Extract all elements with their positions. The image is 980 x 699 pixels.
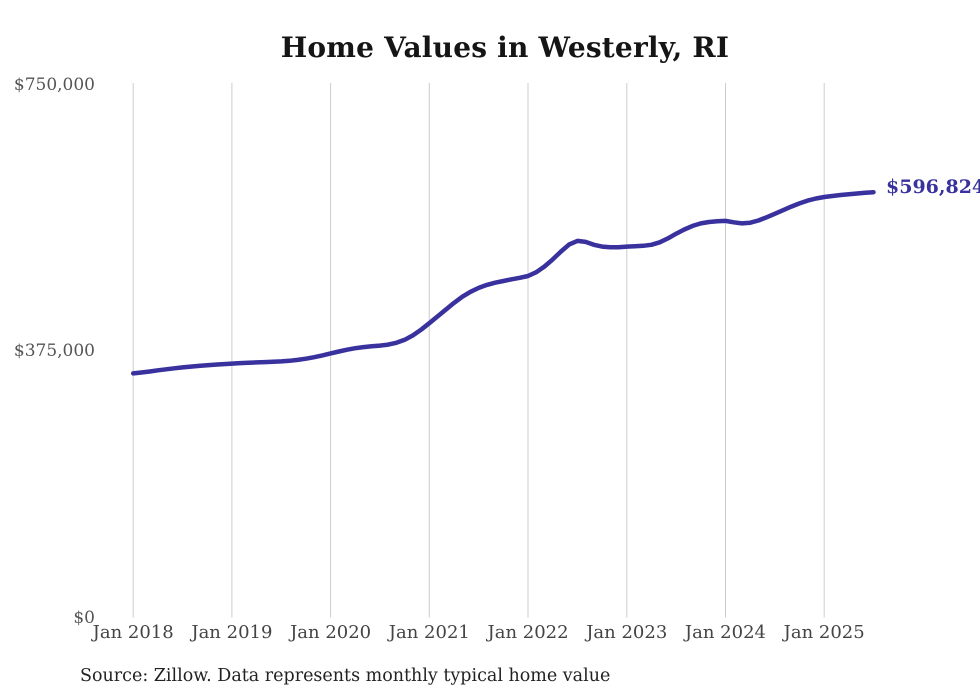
chart-title: Home Values in Westerly, RI xyxy=(280,31,730,64)
x-axis-tick: Jan 2023 xyxy=(586,622,668,643)
source-attribution: Source: Zillow. Data represents monthly … xyxy=(80,666,611,686)
y-axis-tick-0: $0 xyxy=(73,608,95,628)
y-axis-tick-750000: $750,000 xyxy=(13,75,95,95)
y-axis-tick-375000: $375,000 xyxy=(13,341,95,361)
latest-value-label: $596,824 xyxy=(886,176,980,198)
x-axis-tick: Jan 2020 xyxy=(290,622,372,643)
x-axis-tick: Jan 2024 xyxy=(684,622,766,643)
x-axis-tick: Jan 2018 xyxy=(92,622,174,643)
x-axis-tick: Jan 2022 xyxy=(487,622,569,643)
x-axis-tick: Jan 2021 xyxy=(388,622,470,643)
x-axis-tick: Jan 2019 xyxy=(191,622,273,643)
x-axis-tick: Jan 2025 xyxy=(783,622,865,643)
home-value-line xyxy=(130,189,876,376)
